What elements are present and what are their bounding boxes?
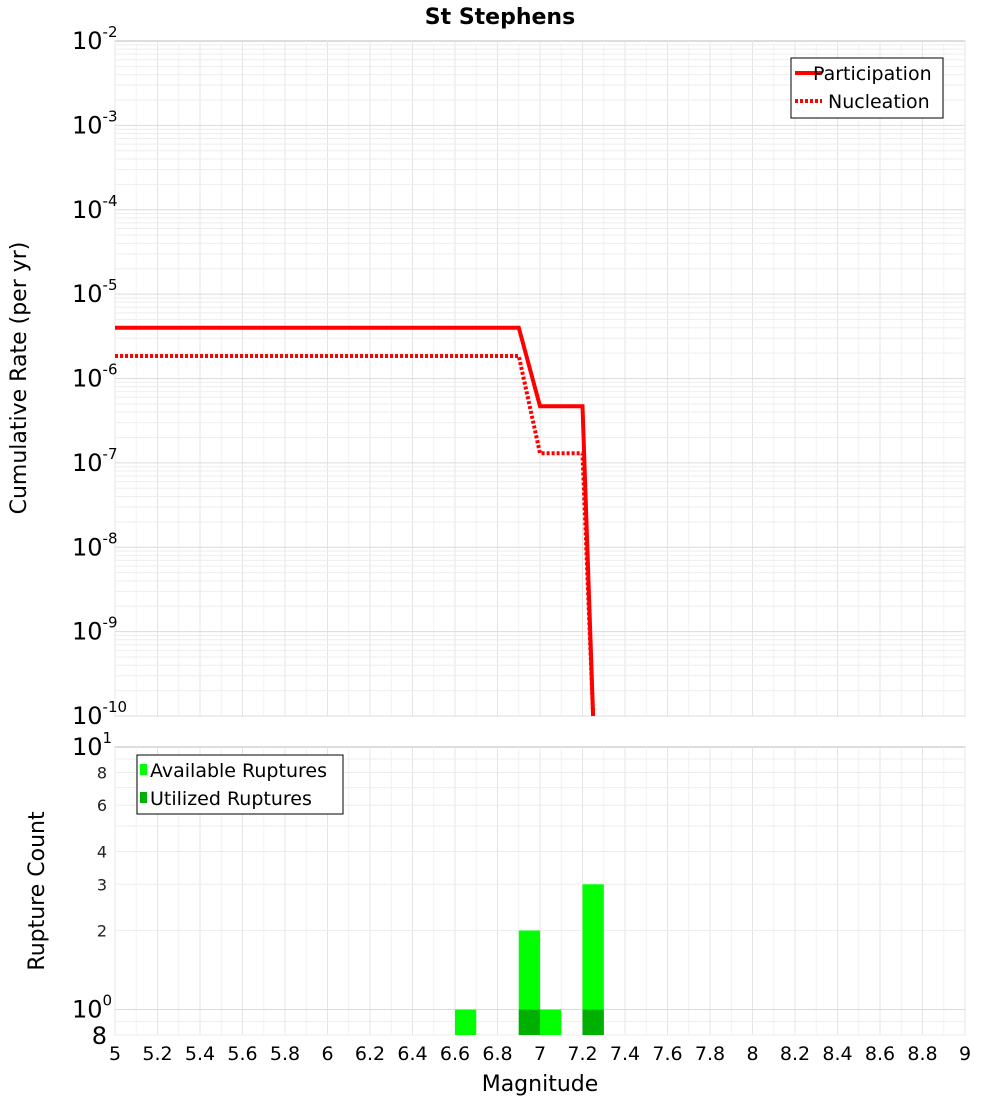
- x-tick-label: 6.4: [397, 1043, 427, 1065]
- legend-available-swatch: [140, 764, 147, 775]
- x-tick-label: 6.2: [355, 1043, 385, 1065]
- available-rupture-bar: [455, 1009, 477, 1035]
- bottom-y-minor-tick-label: 3: [97, 875, 107, 894]
- x-tick-label: 8.6: [865, 1043, 895, 1065]
- cumulative-rate-panel: 10-2 10-3 10-4 10-5 10-6 10-7 10-8 10-9 10-10 Cu…: [7, 23, 966, 730]
- x-tick-label: 8.2: [780, 1043, 810, 1065]
- bottom-y-major-tick-label: 101: [72, 729, 112, 761]
- utilized-rupture-bar: [582, 1009, 604, 1035]
- x-tick-label: 9: [959, 1043, 971, 1065]
- x-tick-label: 7.2: [567, 1043, 597, 1065]
- bottom-y-major-tick-label: 100: [72, 992, 112, 1024]
- top-y-tick-label: 10-5: [72, 276, 118, 308]
- x-axis-label: Magnitude: [482, 1072, 599, 1097]
- utilized-rupture-bar: [518, 1009, 541, 1035]
- top-legend: Participation Nucleation: [790, 57, 944, 119]
- x-tick-label: 6.6: [440, 1043, 470, 1065]
- top-legend-box: [790, 57, 944, 119]
- rate-curves: [115, 325, 596, 717]
- x-tick-label: 5: [109, 1043, 121, 1065]
- bottom-y-minor-tick-label: 2: [97, 922, 107, 941]
- top-y-tick-label: 10-9: [72, 614, 118, 646]
- x-tick-label: 7.6: [652, 1043, 682, 1065]
- legend-nucleation-label: Nucleation: [828, 91, 930, 113]
- x-tick-label: 8.8: [907, 1043, 937, 1065]
- x-tick-label: 6.8: [482, 1043, 512, 1065]
- available-rupture-bar: [582, 884, 604, 1035]
- bottom-y-minor-tick-label: 4: [97, 842, 107, 861]
- bottom-legend: Available Ruptures Utilized Ruptures: [136, 754, 344, 815]
- bottom-y-minor-tick-label: 6: [97, 796, 107, 815]
- legend-utilized-label: Utilized Ruptures: [150, 788, 312, 810]
- bottom-y-floor-tick-label: 8: [92, 1022, 107, 1050]
- top-gridlines: [114, 41, 966, 717]
- x-tick-label: 6: [321, 1043, 333, 1065]
- x-tick-label: 7.8: [695, 1043, 725, 1065]
- rupture-bars: [455, 884, 604, 1035]
- x-tick-label: 8: [746, 1043, 758, 1065]
- x-tick-label: 5.4: [185, 1043, 215, 1065]
- top-y-tick-labels: 10-2 10-3 10-4 10-5 10-6 10-7 10-8 10-9 10-10: [72, 23, 127, 730]
- x-tick-label: 7: [534, 1043, 546, 1065]
- x-tick-label: 5.8: [270, 1043, 300, 1065]
- chart-title: St Stephens: [425, 5, 575, 30]
- x-tick-label: 5.2: [142, 1043, 172, 1065]
- legend-available-label: Available Ruptures: [150, 760, 327, 782]
- x-tick-labels: 5 5.2 5.4 5.6 5.8 6 6.2 6.4 6.6 6.8 7 7.2 7.4 7.6 7.8 8…: [109, 1043, 971, 1065]
- x-tick-label: 8.4: [822, 1043, 852, 1065]
- available-rupture-bar: [540, 1009, 562, 1035]
- x-tick-label: 7.4: [610, 1043, 640, 1065]
- bottom-legend-box: [136, 754, 344, 815]
- top-y-tick-label: 10-3: [72, 107, 118, 139]
- top-y-tick-label: 10-2: [72, 23, 118, 55]
- top-y-tick-label: 10-10: [72, 698, 127, 730]
- bottom-y-minor-tick-label: 8: [97, 763, 107, 782]
- top-y-tick-label: 10-4: [72, 192, 118, 224]
- x-tick-label: 5.6: [227, 1043, 257, 1065]
- top-y-axis-label: Cumulative Rate (per yr): [7, 242, 32, 515]
- legend-participation-label: Participation: [813, 63, 932, 85]
- bottom-y-axis-label: Rupture Count: [25, 811, 50, 971]
- available-rupture-bar: [518, 930, 541, 1035]
- top-y-tick-label: 10-8: [72, 529, 118, 561]
- top-y-tick-label: 10-6: [72, 361, 118, 393]
- legend-utilized-swatch: [140, 792, 147, 803]
- top-y-tick-label: 10-7: [72, 445, 118, 477]
